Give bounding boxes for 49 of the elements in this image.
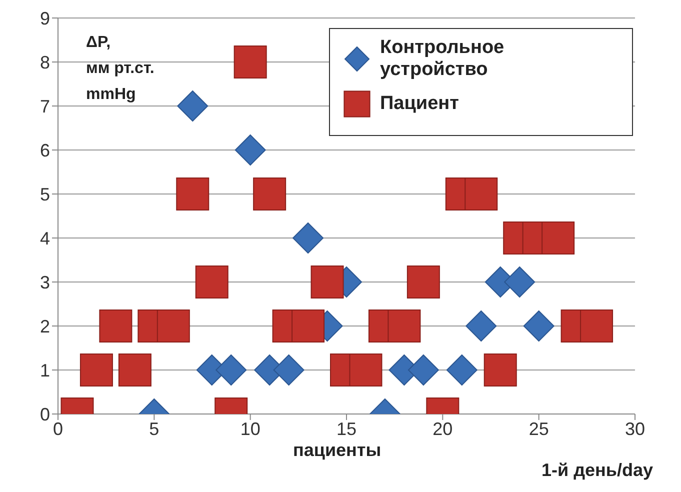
point (234, 46, 267, 78)
point (292, 310, 325, 342)
point (580, 310, 614, 342)
x-tick-label: 0 (52, 418, 64, 439)
y-tick-label: 4 (40, 228, 50, 248)
x-tick-label: 5 (149, 418, 160, 439)
x-tick-label: 20 (432, 418, 453, 439)
point (349, 354, 382, 386)
point (484, 354, 517, 386)
point (504, 266, 536, 298)
point (542, 222, 575, 254)
y-tick-label: 1 (40, 360, 50, 380)
text: 1-й день/day (542, 460, 653, 481)
point (176, 178, 210, 210)
x-tick-label: 15 (336, 418, 357, 439)
point (406, 266, 440, 298)
point (80, 354, 113, 386)
point (466, 310, 497, 342)
y-tick-label: 8 (40, 52, 50, 72)
point (253, 178, 286, 210)
y-tick-label: 7 (40, 96, 50, 116)
point (156, 310, 190, 342)
point (446, 354, 478, 386)
point (408, 354, 439, 386)
legend-label: Контрольное устройство (380, 37, 506, 81)
point (310, 266, 344, 298)
x-tick-label: 30 (624, 418, 646, 439)
point (273, 354, 304, 386)
y-tick-label: 3 (40, 272, 50, 292)
point (216, 354, 247, 386)
point (195, 266, 228, 298)
point (464, 178, 498, 210)
point (234, 134, 266, 166)
y-axis-title: ΔP, мм рт.ст. mmHg (86, 33, 154, 105)
point (388, 310, 421, 342)
point (118, 354, 152, 386)
x-tick-label: 10 (240, 418, 260, 439)
point (292, 222, 324, 254)
point (523, 310, 554, 342)
point (177, 90, 208, 122)
x-axis-title: пациенты (293, 440, 382, 461)
point (99, 310, 132, 342)
y-tick-label: 2 (40, 316, 50, 336)
y-tick-label: 6 (40, 140, 50, 160)
x-tick-label: 25 (528, 418, 549, 439)
y-tick-label: 5 (40, 184, 50, 204)
legend-label: Пациент (380, 93, 459, 115)
y-tick-label: 0 (40, 404, 50, 424)
y-tick-label: 9 (40, 8, 50, 28)
